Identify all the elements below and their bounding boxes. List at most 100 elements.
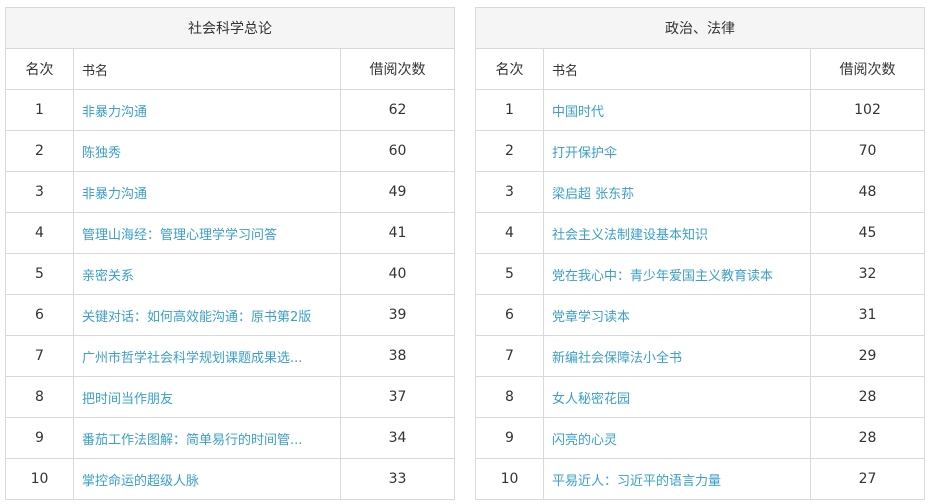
rank-cell: 7 bbox=[475, 335, 544, 377]
table-row: 9 闪亮的心灵 28 bbox=[475, 417, 926, 459]
ranking-table: 政治、法律 名次 书名 借阅次数 1 中国时代 102 2 打开保护伞 70 3 梁启超 张东… bbox=[474, 7, 926, 500]
book-name-cell: 番茄工作法图解：简单易行的时间管... bbox=[73, 417, 341, 459]
table-row: 6 关键对话：如何高效能沟通：原书第2版 39 bbox=[5, 294, 456, 336]
rank-cell: 3 bbox=[5, 171, 74, 213]
borrow-count-cell: 70 bbox=[809, 130, 926, 172]
borrow-count-cell: 39 bbox=[339, 294, 456, 336]
book-title-link[interactable]: 广州市哲学社会科学规划课题成果选... bbox=[82, 350, 303, 366]
table-row: 5 党在我心中：青少年爱国主义教育读本 32 bbox=[475, 253, 926, 295]
book-name-cell: 广州市哲学社会科学规划课题成果选... bbox=[73, 335, 341, 377]
rank-cell: 9 bbox=[475, 417, 544, 459]
book-name-cell: 非暴力沟通 bbox=[73, 171, 341, 213]
book-name-cell: 社会主义法制建设基本知识 bbox=[543, 212, 811, 254]
book-name-cell: 党在我心中：青少年爱国主义教育读本 bbox=[543, 253, 811, 295]
table-row: 3 非暴力沟通 49 bbox=[5, 171, 456, 213]
book-title-link[interactable]: 闪亮的心灵 bbox=[552, 432, 618, 448]
borrow-count-cell: 40 bbox=[339, 253, 456, 295]
table-row: 1 中国时代 102 bbox=[475, 89, 926, 131]
book-name-cell: 中国时代 bbox=[543, 89, 811, 131]
rank-cell: 1 bbox=[475, 89, 544, 131]
table-row: 10 平易近人：习近平的语言力量 27 bbox=[475, 458, 926, 500]
book-title-link[interactable]: 非暴力沟通 bbox=[82, 104, 148, 120]
borrow-count-cell: 48 bbox=[809, 171, 926, 213]
book-name-cell: 梁启超 张东荪 bbox=[543, 171, 811, 213]
rank-cell: 9 bbox=[5, 417, 74, 459]
rank-cell: 6 bbox=[475, 294, 544, 336]
book-name-cell: 管理山海经：管理心理学学习问答 bbox=[73, 212, 341, 254]
book-name-cell: 党章学习读本 bbox=[543, 294, 811, 336]
book-title-link[interactable]: 掌控命运的超级人脉 bbox=[82, 473, 200, 489]
borrow-count-cell: 60 bbox=[339, 130, 456, 172]
book-name-cell: 平易近人：习近平的语言力量 bbox=[543, 458, 811, 500]
borrow-count-cell: 27 bbox=[809, 458, 926, 500]
borrow-count-cell: 34 bbox=[339, 417, 456, 459]
table-title: 政治、法律 bbox=[474, 7, 926, 49]
table-row: 9 番茄工作法图解：简单易行的时间管... 34 bbox=[5, 417, 456, 459]
book-title-link[interactable]: 打开保护伞 bbox=[552, 145, 618, 161]
table-row: 1 非暴力沟通 62 bbox=[5, 89, 456, 131]
book-name-cell: 掌控命运的超级人脉 bbox=[73, 458, 341, 500]
table-row: 8 把时间当作朋友 37 bbox=[5, 376, 456, 418]
book-name-cell: 亲密关系 bbox=[73, 253, 341, 295]
borrow-count-cell: 62 bbox=[339, 89, 456, 131]
ranking-panel-social-science: 社会科学总论 名次 书名 借阅次数 1 非暴力沟通 62 2 陈独秀 60 3 非暴力沟通 49… bbox=[4, 7, 456, 500]
borrow-count-cell: 41 bbox=[339, 212, 456, 254]
rank-cell: 10 bbox=[5, 458, 74, 500]
rank-cell: 10 bbox=[475, 458, 544, 500]
book-name-cell: 女人秘密花园 bbox=[543, 376, 811, 418]
borrow-count-cell: 38 bbox=[339, 335, 456, 377]
rank-cell: 5 bbox=[475, 253, 544, 295]
rank-cell: 8 bbox=[475, 376, 544, 418]
rank-cell: 8 bbox=[5, 376, 74, 418]
table-row: 8 女人秘密花园 28 bbox=[475, 376, 926, 418]
book-title-link[interactable]: 女人秘密花园 bbox=[552, 391, 631, 407]
book-name-cell: 把时间当作朋友 bbox=[73, 376, 341, 418]
column-header-name: 书名 bbox=[543, 48, 811, 90]
book-title-link[interactable]: 党在我心中：青少年爱国主义教育读本 bbox=[552, 268, 774, 284]
column-header-name: 书名 bbox=[73, 48, 341, 90]
book-title-link[interactable]: 把时间当作朋友 bbox=[82, 391, 174, 407]
table-row: 2 打开保护伞 70 bbox=[475, 130, 926, 172]
ranking-panel-politics-law: 政治、法律 名次 书名 借阅次数 1 中国时代 102 2 打开保护伞 70 3 梁启超 张东… bbox=[474, 7, 926, 500]
borrow-count-cell: 37 bbox=[339, 376, 456, 418]
rank-cell: 3 bbox=[475, 171, 544, 213]
table-row: 7 广州市哲学社会科学规划课题成果选... 38 bbox=[5, 335, 456, 377]
borrow-count-cell: 45 bbox=[809, 212, 926, 254]
book-title-link[interactable]: 新编社会保障法小全书 bbox=[552, 350, 683, 366]
table-row: 4 社会主义法制建设基本知识 45 bbox=[475, 212, 926, 254]
book-name-cell: 闪亮的心灵 bbox=[543, 417, 811, 459]
book-title-link[interactable]: 平易近人：习近平的语言力量 bbox=[552, 473, 722, 489]
borrow-count-cell: 33 bbox=[339, 458, 456, 500]
borrow-count-cell: 49 bbox=[339, 171, 456, 213]
book-title-link[interactable]: 中国时代 bbox=[552, 104, 605, 120]
book-name-cell: 非暴力沟通 bbox=[73, 89, 341, 131]
borrow-count-cell: 32 bbox=[809, 253, 926, 295]
book-title-link[interactable]: 番茄工作法图解：简单易行的时间管... bbox=[82, 432, 303, 448]
book-title-link[interactable]: 管理山海经：管理心理学学习问答 bbox=[82, 227, 278, 243]
table-row: 10 掌控命运的超级人脉 33 bbox=[5, 458, 456, 500]
ranking-table: 社会科学总论 名次 书名 借阅次数 1 非暴力沟通 62 2 陈独秀 60 3 非暴力沟通 49… bbox=[4, 7, 456, 500]
book-title-link[interactable]: 非暴力沟通 bbox=[82, 186, 148, 202]
table-row: 4 管理山海经：管理心理学学习问答 41 bbox=[5, 212, 456, 254]
book-title-link[interactable]: 关键对话：如何高效能沟通：原书第2版 bbox=[82, 309, 312, 325]
book-title-link[interactable]: 亲密关系 bbox=[82, 268, 135, 284]
book-name-cell: 新编社会保障法小全书 bbox=[543, 335, 811, 377]
table-row: 7 新编社会保障法小全书 29 bbox=[475, 335, 926, 377]
borrow-count-cell: 31 bbox=[809, 294, 926, 336]
column-header-count: 借阅次数 bbox=[809, 48, 926, 90]
book-name-cell: 关键对话：如何高效能沟通：原书第2版 bbox=[73, 294, 341, 336]
rank-cell: 7 bbox=[5, 335, 74, 377]
table-row: 5 亲密关系 40 bbox=[5, 253, 456, 295]
book-title-link[interactable]: 社会主义法制建设基本知识 bbox=[552, 227, 709, 243]
book-title-link[interactable]: 梁启超 张东荪 bbox=[552, 186, 635, 202]
book-title-link[interactable]: 陈独秀 bbox=[82, 145, 122, 161]
table-row: 3 梁启超 张东荪 48 bbox=[475, 171, 926, 213]
rank-cell: 1 bbox=[5, 89, 74, 131]
borrow-count-cell: 28 bbox=[809, 417, 926, 459]
rank-cell: 6 bbox=[5, 294, 74, 336]
rank-cell: 4 bbox=[475, 212, 544, 254]
rank-cell: 2 bbox=[5, 130, 74, 172]
book-title-link[interactable]: 党章学习读本 bbox=[552, 309, 631, 325]
book-name-cell: 陈独秀 bbox=[73, 130, 341, 172]
borrow-count-cell: 29 bbox=[809, 335, 926, 377]
